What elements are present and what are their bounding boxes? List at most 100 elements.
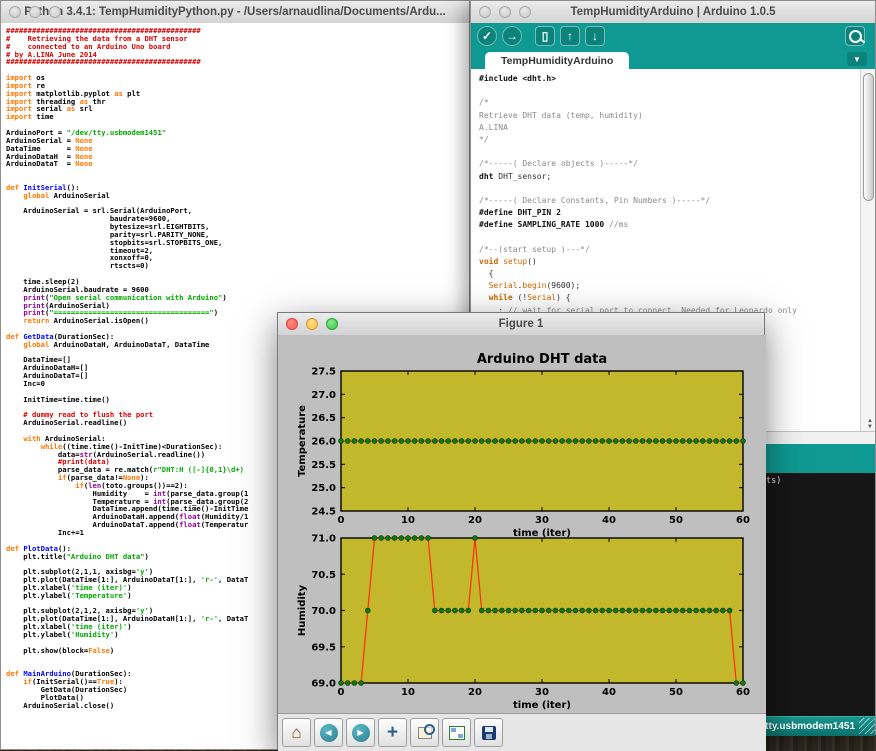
code-line: ArduinoPort = "/dev/tty.usbmodem1451" <box>6 127 167 137</box>
code-line: import serial as srl <box>6 104 93 114</box>
code-line: void setup() <box>479 256 537 266</box>
code-line: with ArduinoSerial: <box>23 433 106 443</box>
code-line: ArduinoDataT.append(float(Temperatur <box>6 520 249 530</box>
code-line: A.LINA <box>479 122 508 132</box>
close-button[interactable] <box>286 318 298 330</box>
code-line: PlotData() <box>6 692 84 702</box>
save-sketch-button[interactable]: ↓ <box>585 26 605 46</box>
zoom-button[interactable] <box>326 318 338 330</box>
svg-text:70.5: 70.5 <box>311 570 336 581</box>
new-sketch-button[interactable]: ▯ <box>535 26 555 46</box>
zoom-button[interactable] <box>519 6 531 18</box>
window-controls <box>286 318 338 330</box>
code-line: ; // wait for serial port to connect. Ne… <box>479 305 797 315</box>
code-line: DataTime.append(time.time()-InitTime <box>6 504 249 514</box>
svg-text:26.0: 26.0 <box>311 437 336 448</box>
code-line: ArduinoDataH.append(float(Humidity/1 <box>6 512 249 522</box>
svg-text:60: 60 <box>736 687 750 698</box>
code-line: plt.xlabel('time (iter)') <box>6 582 132 592</box>
code-line: Humidity = int(parse_data.group(1 <box>6 488 249 498</box>
figure-titlebar[interactable]: Figure 1 <box>278 313 764 336</box>
code-line: ArduinoSerial.baudrate = 9600 <box>6 284 149 294</box>
code-line: ########################################… <box>6 26 201 35</box>
pan-button[interactable]: + <box>378 718 407 747</box>
verify-icon: ✓ <box>481 29 493 43</box>
code-line: while((time.time()-InitTime)<DurationSec… <box>40 441 223 451</box>
save-sketch-icon: ↓ <box>592 29 598 43</box>
figure-toolbar: ⌂ ◀ ▶ + <box>278 713 766 751</box>
figure-canvas[interactable]: 0 10 20 30 40 50 60 24.5 25.0 25.5 26.0 26.5 27.0 27.… <box>278 335 766 713</box>
code-line: while (!Serial) { <box>488 293 571 303</box>
code-line: DataTime = None <box>6 143 93 153</box>
code-line <box>479 231 797 243</box>
svg-text:50: 50 <box>669 515 683 526</box>
arduino-code: #include <dht.h> /* Retrieve DHT data (te… <box>479 73 797 341</box>
save-icon <box>481 725 496 740</box>
svg-text:30: 30 <box>535 687 549 698</box>
code-line: plt.ylabel('Humidity') <box>6 629 119 639</box>
svg-text:60: 60 <box>736 515 750 526</box>
code-line: Inc+=1 <box>6 528 84 537</box>
scrollbar-thumb[interactable] <box>863 73 874 201</box>
code-line: */ <box>479 134 489 144</box>
svg-text:40: 40 <box>602 515 616 526</box>
zoom-rect-icon <box>417 723 435 739</box>
zoom-rect-button[interactable] <box>410 718 439 747</box>
code-line: print(ArduinoSerial) <box>23 300 110 310</box>
svg-text:69.0: 69.0 <box>311 679 336 690</box>
minimize-button[interactable] <box>499 6 511 18</box>
zoom-button[interactable] <box>49 6 61 18</box>
code-line: ArduinoDataT=[] <box>6 371 89 381</box>
minimize-button[interactable] <box>306 318 318 330</box>
minimize-button[interactable] <box>29 6 41 18</box>
code-line: InitTime=time.time() <box>6 394 110 404</box>
code-line: ########################################… <box>6 57 201 67</box>
code-line: timeout=2, <box>6 245 154 255</box>
upload-button[interactable]: → <box>502 26 522 46</box>
tab-menu-button[interactable]: ▼ <box>847 52 867 66</box>
close-button[interactable] <box>9 6 21 18</box>
serial-monitor-button[interactable] <box>845 26 865 46</box>
serial-port-label: tty.usbmodem1451 <box>765 721 855 732</box>
save-button[interactable] <box>474 718 503 747</box>
pan-icon: + <box>386 721 399 743</box>
code-line: if(parse_data!=None): <box>57 473 149 483</box>
chevron-down-icon: ▼ <box>853 54 861 64</box>
svg-text:27.0: 27.0 <box>311 390 336 401</box>
code-line: GetData(DurationSec) <box>6 684 128 694</box>
svg-text:27.5: 27.5 <box>311 367 336 378</box>
code-line: Inc=0 <box>6 378 45 388</box>
subplots-button[interactable] <box>442 718 471 747</box>
open-sketch-button[interactable]: ↑ <box>560 26 580 46</box>
code-line: import matplotlib.pyplot as plt <box>6 88 141 98</box>
code-line: ArduinoSerial.readline() <box>6 418 128 428</box>
verify-button[interactable]: ✓ <box>477 26 497 46</box>
python-titlebar[interactable]: Python 3.4.1: TempHumidityPython.py - /U… <box>1 1 469 24</box>
forward-button[interactable]: ▶ <box>346 718 375 747</box>
code-line: # by A.LINA June 2014 <box>6 49 97 59</box>
code-line: ArduinoSerial.close() <box>6 700 115 710</box>
arduino-titlebar[interactable]: TempHumidityArduino | Arduino 1.0.5 <box>471 1 875 24</box>
svg-text:time (iter): time (iter) <box>513 528 571 539</box>
code-line: DataTime=[] <box>6 355 71 365</box>
home-button[interactable]: ⌂ <box>282 718 311 747</box>
svg-text:40: 40 <box>602 687 616 698</box>
tab-temphumidityarduino[interactable]: TempHumidityArduino <box>485 52 630 69</box>
scrollbar-arrows[interactable]: ▲ ▼ <box>867 418 873 430</box>
code-line: global ArduinoSerial <box>23 190 110 200</box>
code-line <box>479 183 797 195</box>
svg-text:0: 0 <box>338 687 345 698</box>
code-line: #include <dht.h> <box>479 74 557 83</box>
close-button[interactable] <box>479 6 491 18</box>
editor-vertical-scrollbar[interactable]: ▲ ▼ <box>860 69 875 431</box>
code-line: plt.title("Arduino DHT data") <box>6 551 149 561</box>
code-line: def GetData(DurationSec): <box>6 331 115 341</box>
upload-icon: → <box>506 29 518 43</box>
code-line: /*-----( Declare objects )-----*/ <box>479 159 638 169</box>
window-resize-grip[interactable] <box>859 718 875 734</box>
svg-text:0: 0 <box>338 515 345 526</box>
back-button[interactable]: ◀ <box>314 718 343 747</box>
code-line <box>479 146 797 158</box>
open-sketch-icon: ↑ <box>567 29 573 43</box>
code-line: global ArduinoDataH, ArduinoDataT, DataT… <box>23 339 210 349</box>
